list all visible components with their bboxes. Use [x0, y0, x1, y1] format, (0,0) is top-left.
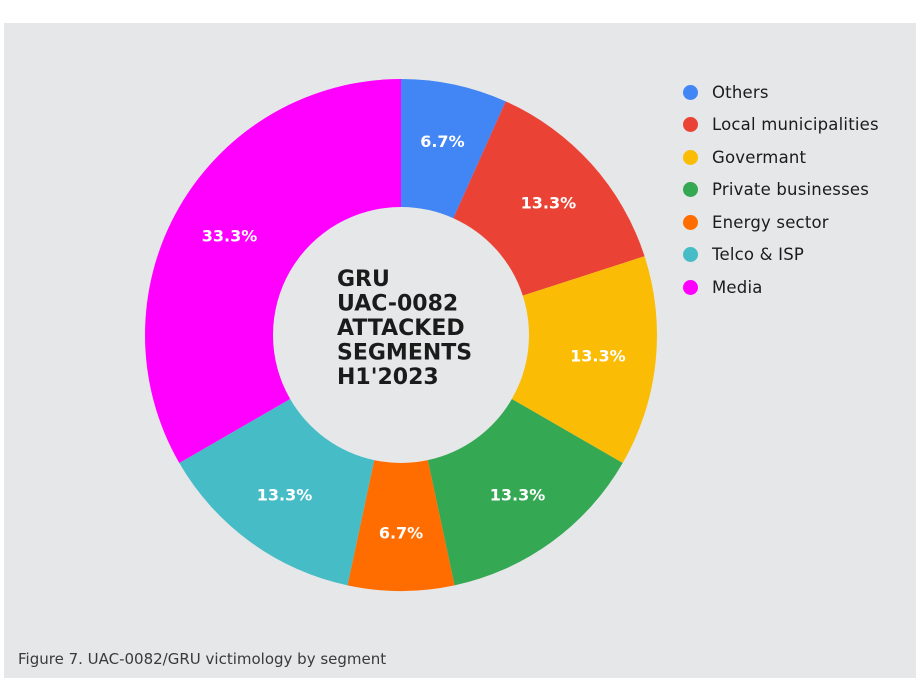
- center-title-line: SEGMENTS: [337, 341, 472, 366]
- legend-item: Private businesses: [683, 174, 879, 207]
- legend-swatch: [683, 214, 698, 230]
- legend-item: Media: [683, 271, 879, 304]
- center-title-line: H1'2023: [337, 365, 439, 390]
- legend-label: Telco & ISP: [712, 245, 805, 265]
- slice-govermant: [511, 256, 657, 463]
- chart-center-title: GRU UAC-0082 ATTACKED SEGMENTS H1'2023: [337, 267, 472, 390]
- legend-label: Media: [712, 277, 763, 297]
- legend-label: Private businesses: [712, 180, 870, 200]
- legend-item: Others: [683, 76, 879, 109]
- legend-swatch: [683, 84, 698, 100]
- slice-energy-sector: [347, 460, 455, 591]
- legend-swatch: [683, 182, 698, 198]
- slice-value-label: 6.7%: [420, 132, 464, 151]
- slice-value-label: 13.3%: [570, 346, 626, 365]
- legend: Others Local municipalities Govermant Priva…: [683, 76, 879, 304]
- legend-label: Others: [712, 82, 769, 102]
- slice-telco-isp: [179, 399, 375, 586]
- slice-value-label: 13.3%: [490, 486, 546, 505]
- slice-value-label: 13.3%: [257, 486, 313, 505]
- slice-local-municipalities: [453, 101, 645, 296]
- legend-swatch: [683, 247, 698, 263]
- slice-private-businesses: [427, 399, 623, 586]
- slice-value-label: 33.3%: [202, 227, 258, 246]
- legend-label: Govermant: [712, 147, 807, 167]
- legend-item: Govermant: [683, 141, 879, 174]
- slice-value-label: 13.3%: [521, 193, 577, 212]
- figure-caption: Figure 7. UAC-0082/GRU victimology by se…: [18, 650, 387, 668]
- legend-swatch: [683, 117, 698, 133]
- legend-item: Local municipalities: [683, 109, 879, 142]
- center-title-line: UAC-0082: [337, 292, 458, 317]
- center-title-line: GRU: [337, 267, 390, 292]
- slice-media: [145, 79, 401, 463]
- center-title-line: ATTACKED: [337, 316, 465, 341]
- legend-item: Telco & ISP: [683, 239, 879, 272]
- legend-label: Local municipalities: [712, 115, 879, 135]
- legend-item: Energy sector: [683, 206, 879, 239]
- slice-others: [401, 79, 506, 219]
- legend-swatch: [683, 149, 698, 165]
- slice-value-label: 6.7%: [379, 524, 423, 543]
- legend-label: Energy sector: [712, 212, 829, 232]
- legend-swatch: [683, 279, 698, 295]
